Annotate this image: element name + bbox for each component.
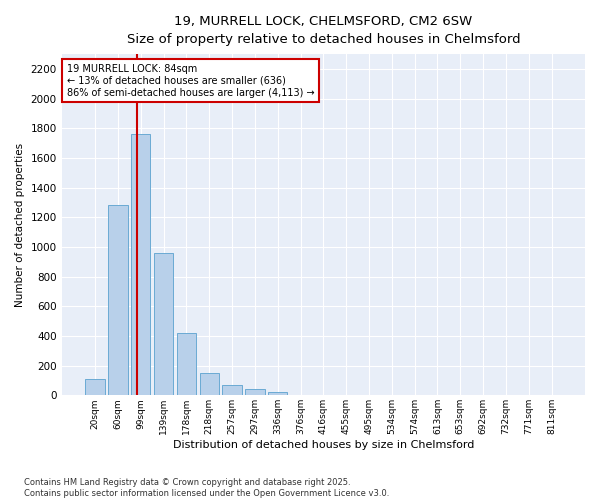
Y-axis label: Number of detached properties: Number of detached properties [15, 142, 25, 307]
Bar [177, 333, 196, 396]
X-axis label: Distribution of detached houses by size in Chelmsford: Distribution of detached houses by size … [173, 440, 474, 450]
Bar [154, 253, 173, 396]
Text: Contains HM Land Registry data © Crown copyright and database right 2025.
Contai: Contains HM Land Registry data © Crown c… [24, 478, 389, 498]
Bar [268, 392, 287, 396]
Bar [223, 385, 242, 396]
Bar [85, 379, 105, 396]
Bar [108, 206, 128, 396]
Title: 19, MURRELL LOCK, CHELMSFORD, CM2 6SW
Size of property relative to detached hous: 19, MURRELL LOCK, CHELMSFORD, CM2 6SW Si… [127, 15, 520, 46]
Text: 19 MURRELL LOCK: 84sqm
← 13% of detached houses are smaller (636)
86% of semi-de: 19 MURRELL LOCK: 84sqm ← 13% of detached… [67, 64, 314, 98]
Bar [131, 134, 151, 396]
Bar [200, 373, 219, 396]
Bar [245, 388, 265, 396]
